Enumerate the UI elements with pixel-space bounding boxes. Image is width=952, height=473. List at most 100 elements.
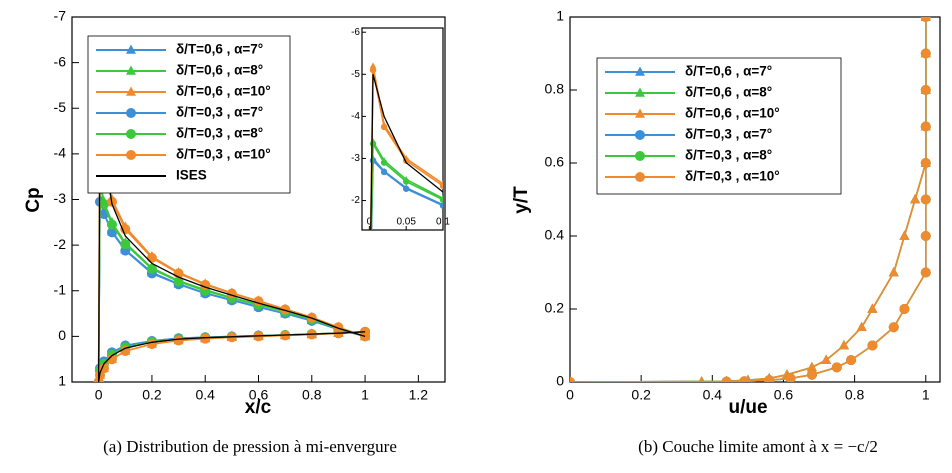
y-tick-label: -3 xyxy=(54,190,67,206)
x-tick-label: 1 xyxy=(922,387,930,403)
x-tick-label: 0 xyxy=(367,217,373,228)
marker xyxy=(920,17,931,22)
marker xyxy=(635,108,645,118)
marker xyxy=(867,303,878,313)
caption: (b) Couche limite amont à x = −c/2 xyxy=(638,437,878,456)
legend-label: ISES xyxy=(176,168,207,183)
legend-label: δ/T=0,3 , α=7° xyxy=(176,105,263,120)
marker xyxy=(513,288,519,294)
marker xyxy=(513,287,519,293)
marker xyxy=(106,219,117,230)
marker xyxy=(146,252,157,263)
y-tick-label: 0.6 xyxy=(545,154,565,170)
marker xyxy=(920,121,931,132)
marker xyxy=(439,202,443,209)
marker xyxy=(698,376,705,382)
x-tick-label: 0 xyxy=(95,387,103,403)
marker xyxy=(513,285,519,291)
x-axis-label: x/c xyxy=(245,397,272,418)
legend-label: δ/T=0,6 , α=10° xyxy=(685,106,780,121)
marker xyxy=(513,223,519,229)
marker xyxy=(369,140,377,147)
marker xyxy=(126,86,136,96)
y-tick-label: -2 xyxy=(54,236,67,252)
marker xyxy=(899,304,910,314)
marker xyxy=(402,178,410,185)
x-tick-label: 0 xyxy=(566,387,574,403)
marker xyxy=(635,66,645,76)
marker xyxy=(920,158,931,168)
marker xyxy=(888,267,899,277)
marker xyxy=(821,354,832,364)
caption: (a) Distribution de pression à mi-enverg… xyxy=(103,437,397,456)
marker xyxy=(513,286,519,292)
marker xyxy=(120,345,131,356)
y-tick-label: 0.2 xyxy=(545,300,565,316)
y-tick-label: 0.4 xyxy=(545,227,565,243)
marker xyxy=(126,150,136,160)
y-tick-label: 1 xyxy=(556,8,564,24)
marker xyxy=(838,340,849,350)
y-tick-label: 0 xyxy=(556,373,564,389)
marker xyxy=(126,108,136,118)
marker xyxy=(856,321,867,331)
marker xyxy=(106,354,117,365)
marker xyxy=(513,219,519,225)
y-tick-label: -5 xyxy=(351,69,360,80)
y-tick-label: -5 xyxy=(54,99,67,115)
x-tick-label: 0.2 xyxy=(142,387,162,403)
y-axis-label: Cp xyxy=(23,187,44,212)
plot-area xyxy=(93,93,371,382)
marker xyxy=(402,185,410,192)
legend-label: δ/T=0,3 , α=10° xyxy=(685,169,780,184)
legend-label: δ/T=0,6 , α=7° xyxy=(176,42,263,57)
marker xyxy=(380,123,388,131)
y-tick-label: 1 xyxy=(58,373,66,389)
marker xyxy=(173,276,184,287)
legend-label: δ/T=0,6 , α=8° xyxy=(685,85,772,100)
x-axis-label: u/ue xyxy=(728,397,767,418)
y-tick-label: -7 xyxy=(54,8,67,24)
marker xyxy=(899,230,910,240)
marker xyxy=(126,65,136,75)
marker xyxy=(635,151,645,161)
y-tick-label: 0.8 xyxy=(545,81,565,97)
marker xyxy=(146,339,157,350)
marker xyxy=(513,289,519,295)
marker xyxy=(635,87,645,97)
marker xyxy=(831,362,842,373)
x-tick-label: 0.05 xyxy=(396,217,416,228)
legend-label: δ/T=0,3 , α=10° xyxy=(176,147,271,162)
marker xyxy=(513,218,519,224)
marker xyxy=(439,196,443,203)
legend-label: δ/T=0,3 , α=8° xyxy=(685,148,772,163)
x-tick-label: 0.8 xyxy=(845,387,865,403)
marker xyxy=(920,194,931,205)
marker xyxy=(439,182,443,190)
series-line xyxy=(97,108,366,382)
marker xyxy=(721,376,732,382)
marker xyxy=(920,48,931,59)
marker xyxy=(146,263,157,274)
marker xyxy=(920,231,931,241)
y-tick-label: -2 xyxy=(351,195,360,206)
marker xyxy=(253,296,264,307)
marker xyxy=(280,304,291,315)
marker xyxy=(98,199,109,210)
marker xyxy=(126,129,136,139)
plot-area xyxy=(570,17,931,382)
marker xyxy=(867,340,878,351)
legend-box xyxy=(87,35,291,194)
y-tick-label: 0 xyxy=(58,327,66,343)
marker xyxy=(806,369,817,380)
marker xyxy=(200,333,211,344)
legend-label: δ/T=0,6 , α=10° xyxy=(176,84,271,99)
y-axis-label: y/T xyxy=(511,186,532,214)
marker xyxy=(380,159,388,166)
legend-box xyxy=(596,57,842,195)
marker xyxy=(739,376,750,382)
marker xyxy=(120,239,131,250)
y-tick-label: -4 xyxy=(54,145,67,161)
x-tick-label: 1.2 xyxy=(409,387,429,403)
